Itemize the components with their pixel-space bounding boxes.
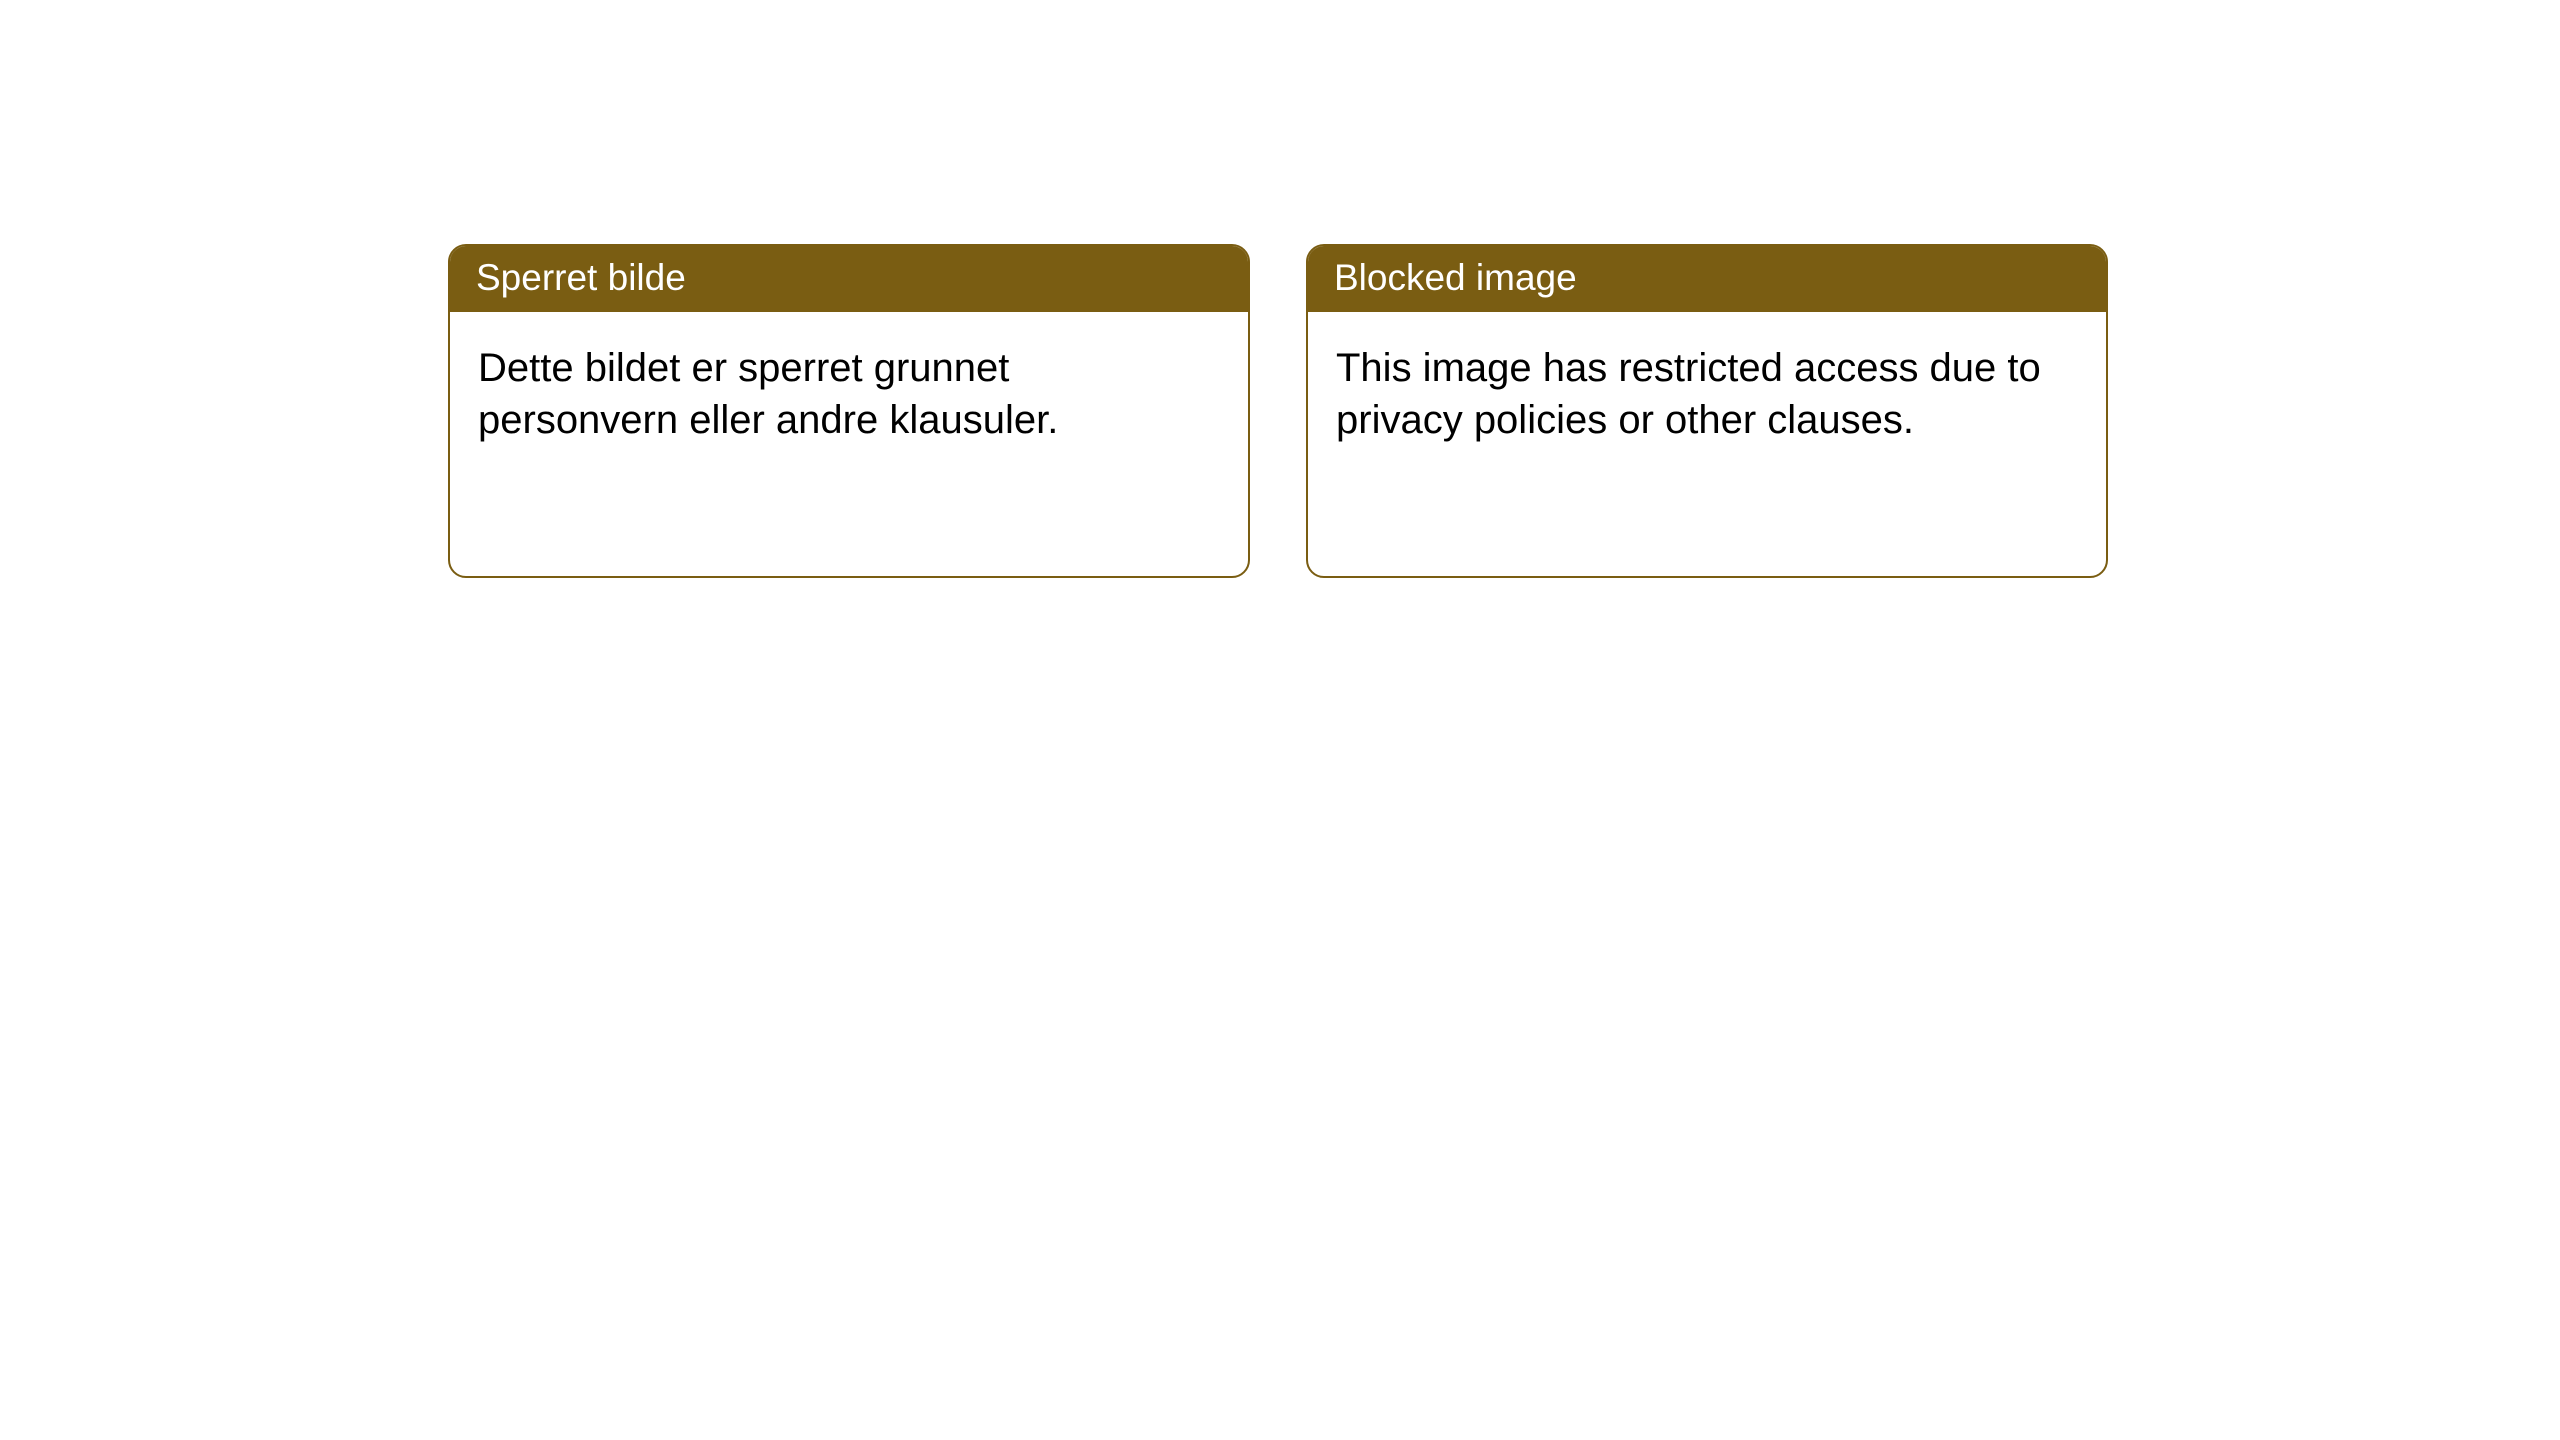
notice-body: Dette bildet er sperret grunnet personve… (450, 312, 1248, 476)
notice-body: This image has restricted access due to … (1308, 312, 2106, 476)
notice-container: Sperret bilde Dette bildet er sperret gr… (448, 244, 2108, 578)
notice-card-english: Blocked image This image has restricted … (1306, 244, 2108, 578)
notice-card-norwegian: Sperret bilde Dette bildet er sperret gr… (448, 244, 1250, 578)
notice-header: Sperret bilde (450, 246, 1248, 312)
notice-header: Blocked image (1308, 246, 2106, 312)
